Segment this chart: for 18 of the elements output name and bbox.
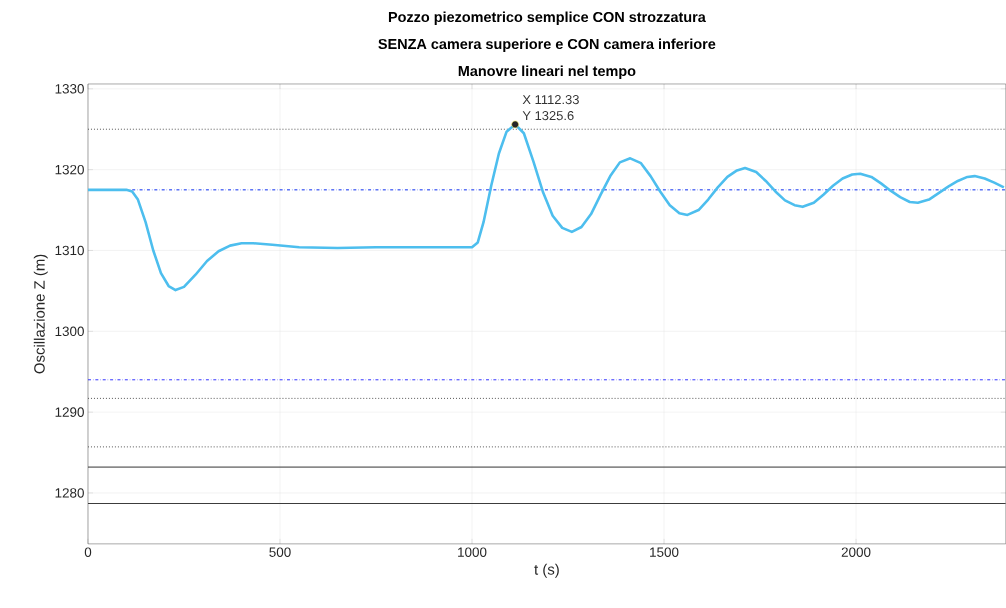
x-axis-title: t (s) [534, 563, 559, 578]
annotation: X 1112.33 [522, 95, 579, 105]
x-tick-label: 1000 [458, 547, 487, 557]
annotation: Y 1325.6 [522, 111, 574, 121]
y-tick-label: 1320 [55, 164, 84, 175]
y-tick-label: 1300 [55, 326, 84, 337]
y-tick-label: 1290 [55, 407, 84, 417]
x-tick-label: 500 [269, 547, 291, 557]
x-tick-label: 1500 [650, 547, 679, 557]
y-tick-label: 1310 [55, 245, 84, 256]
y-tick-label: 1280 [55, 488, 84, 498]
y-tick-label: 1330 [55, 84, 84, 94]
text: Manovre lineari nel tempo [458, 65, 636, 80]
chart-title: Pozzo piezometrico semplice CON strozzatura [388, 11, 706, 26]
y-axis-title: Oscillazione Z (m) [33, 254, 48, 374]
x-tick-label: 0 [84, 547, 92, 557]
chart-subtitle: SENZA camera superiore e CON camera inferiore [378, 38, 716, 53]
x-tick-label: 2000 [841, 547, 871, 557]
